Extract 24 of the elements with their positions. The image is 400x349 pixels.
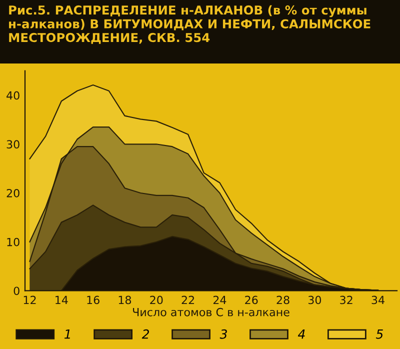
x-tick-label: 32 (340, 296, 352, 304)
y-tick-label: 10 (7, 238, 20, 246)
y-tick-label: 20 (6, 188, 20, 198)
x-tick-label: 24 (213, 296, 226, 304)
chart-title: Рис.5. РАСПРЕДЕЛЕНИЕ н-АЛКАНОВ (в % от суммы н-алканов) В БИТУМОИДАХ И НЕФТИ, САЛЫМСКОЕ МЕСТОРОЖДЕНИЕ, СКВ. 554 (9, 5, 370, 44)
x-tick-label: 26 (245, 296, 258, 304)
x-tick-label: 30 (308, 296, 322, 304)
legend-label: 3 (220, 329, 227, 339)
x-tick-label: 28 (276, 296, 290, 304)
y-tick-label: 30 (6, 140, 20, 149)
legend-label: 4 (298, 330, 305, 339)
x-tick-label: 12 (24, 296, 36, 304)
y-tick-label: 0 (14, 286, 20, 296)
legend-label: 2 (142, 329, 149, 339)
x-axis-title: Число атомов С в н-алкане (133, 308, 290, 316)
x-tick-label: 20 (150, 296, 163, 304)
legend-label: 1 (64, 330, 70, 339)
x-tick-label: 14 (56, 296, 68, 304)
y-tick-label: 40 (6, 91, 20, 100)
x-tick-label: 34 (372, 296, 384, 304)
x-tick-label: 18 (118, 296, 132, 304)
x-tick-label: 16 (87, 296, 100, 304)
legend-label: 5 (376, 330, 383, 339)
x-tick-label: 22 (182, 296, 194, 304)
